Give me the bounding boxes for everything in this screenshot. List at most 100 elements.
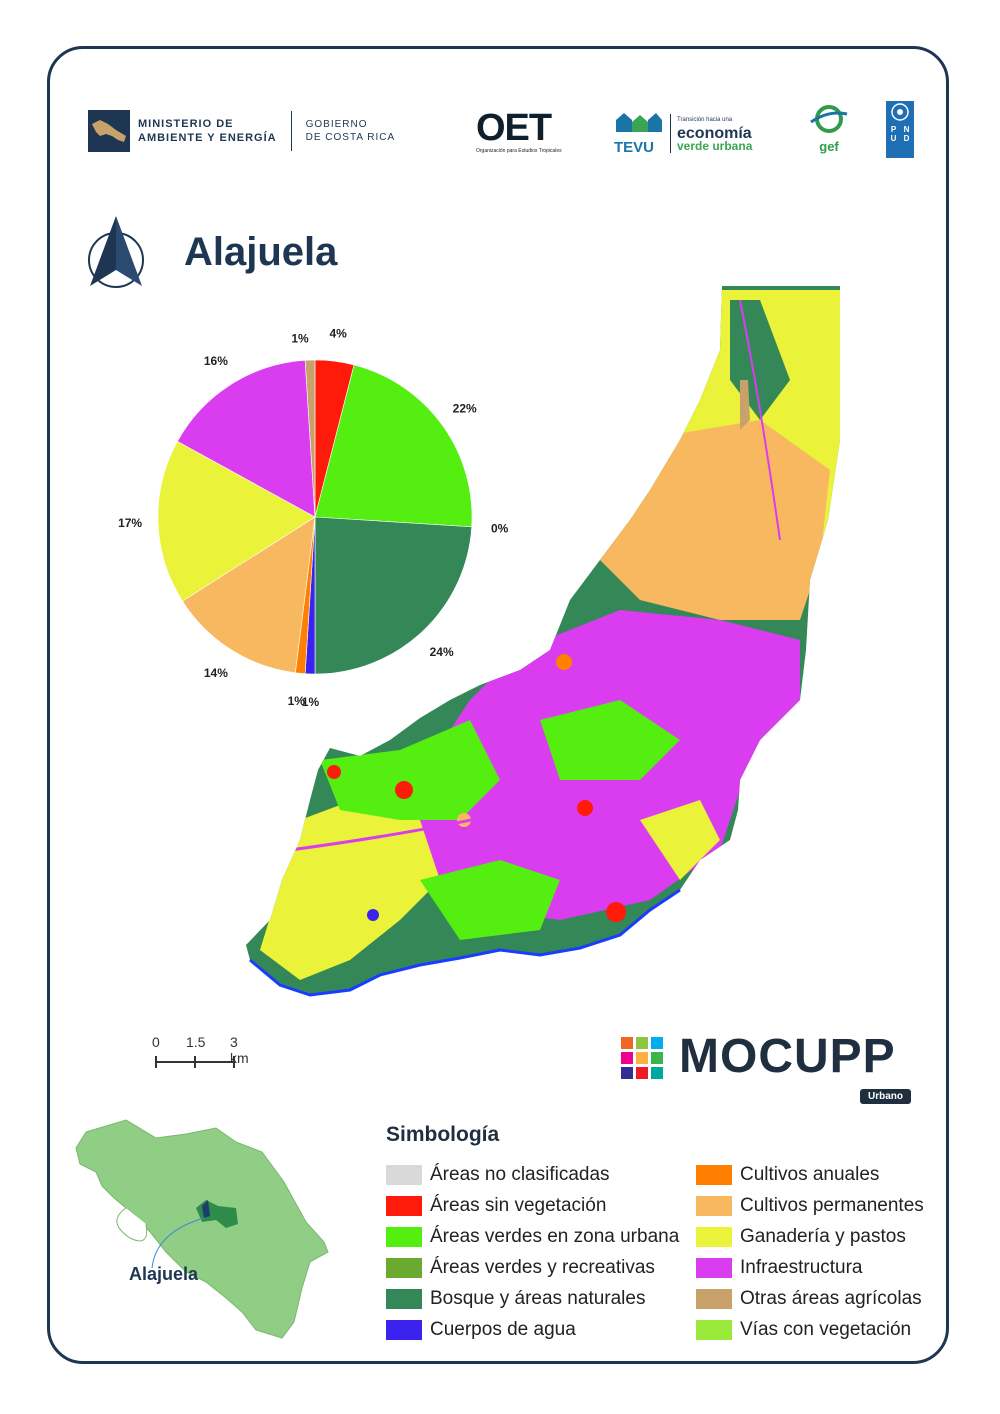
scale-mark <box>155 1056 157 1068</box>
legend-title: Simbología <box>386 1123 500 1146</box>
legend-item: Cuerpos de agua <box>386 1314 696 1345</box>
legend-item: Cultivos permanentes <box>696 1190 946 1221</box>
pie-data-label: 24% <box>430 645 454 659</box>
divider <box>290 111 292 151</box>
legend-label: Cultivos anuales <box>740 1163 880 1185</box>
legend-swatch <box>386 1226 422 1247</box>
tevu-mark: TEVU <box>614 110 664 156</box>
page-frame <box>47 46 949 1364</box>
pnud-letter: N <box>903 125 910 134</box>
legend-label: Vías con vegetación <box>740 1318 912 1340</box>
mae-line2: AMBIENTE Y ENERGÍA <box>138 132 277 144</box>
legend-label: Áreas verdes y recreativas <box>430 1256 655 1278</box>
pie-data-label: 16% <box>204 354 228 368</box>
pie-data-label: 4% <box>330 326 348 340</box>
legend-item: Otras áreas agrícolas <box>696 1283 946 1314</box>
pie-slice <box>177 359 316 518</box>
legend-label: Áreas no clasificadas <box>430 1163 610 1185</box>
mocupp-tile <box>636 1052 648 1064</box>
mocupp-tile <box>636 1067 648 1079</box>
legend-swatch <box>386 1195 422 1216</box>
pie-data-label: 1% <box>291 332 309 346</box>
legend-label: Áreas sin vegetación <box>430 1194 607 1216</box>
legend-swatch <box>696 1226 732 1247</box>
river-boundary <box>249 888 681 997</box>
mocupp-tile <box>636 1037 648 1049</box>
pie-data-label: 1% <box>302 695 320 709</box>
mocupp-name: MOCUPP <box>679 1030 896 1083</box>
pie-data-label: 0% <box>491 522 509 536</box>
page-title: Alajuela <box>184 229 338 274</box>
tevu-name: TEVU <box>614 139 655 156</box>
legend-label: Áreas verdes en zona urbana <box>430 1225 680 1247</box>
oet-subtitle: Organización para Estudios Tropicales <box>476 148 562 154</box>
gef-logo: gef <box>806 104 852 154</box>
scale-tick-1: 1.5 <box>186 1034 206 1050</box>
scale-mark <box>233 1056 235 1068</box>
pie-data-label: 1% <box>288 694 306 708</box>
north-arrow-icon <box>88 216 144 288</box>
legend-item: Cultivos anuales <box>696 1159 946 1190</box>
mocupp-badge: Urbano <box>860 1089 911 1104</box>
gef-name: gef <box>819 139 839 154</box>
legend-item: Vías con vegetación <box>696 1314 946 1345</box>
legend-label: Cuerpos de agua <box>430 1318 576 1340</box>
scale-tick-0: 0 <box>152 1034 160 1050</box>
tevu-small-text: Transición hacia una <box>677 116 733 123</box>
title-row: Alajuela <box>86 214 337 290</box>
pie-data-label: 17% <box>118 516 142 530</box>
legend-item: Áreas verdes en zona urbana <box>386 1221 696 1252</box>
legend-swatch <box>386 1164 422 1185</box>
alajuela-canton-highlight <box>202 1200 210 1218</box>
pie-data-label: 22% <box>453 401 477 415</box>
costa-rica-flag-icon <box>88 110 130 152</box>
oet-name: OET <box>476 107 552 149</box>
legend-item: Áreas verdes y recreativas <box>386 1252 696 1283</box>
map-land-cover <box>246 286 840 995</box>
legend-item: Áreas no clasificadas <box>386 1159 696 1190</box>
legend-item: Ganadería y pastos <box>696 1221 946 1252</box>
mocupp-tile <box>651 1052 663 1064</box>
inset-label: Alajuela <box>129 1264 199 1284</box>
mae-logo: MINISTERIO DE AMBIENTE Y ENERGÍA GOBIERN… <box>88 110 395 152</box>
gob-line1: GOBIERNO <box>305 119 368 130</box>
tevu-economia: economía <box>677 124 752 142</box>
mocupp-tile <box>651 1037 663 1049</box>
legend-swatch <box>696 1164 732 1185</box>
pie-data-label: 14% <box>204 666 228 680</box>
mocupp-tile <box>621 1052 633 1064</box>
legend-item: Bosque y áreas naturales <box>386 1283 696 1314</box>
costa-rica-land <box>75 1119 329 1339</box>
scale-mark <box>194 1056 196 1068</box>
legend-label: Cultivos permanentes <box>740 1194 924 1216</box>
legend-label: Ganadería y pastos <box>740 1225 906 1247</box>
pie-slice <box>157 440 316 602</box>
legend-label: Infraestructura <box>740 1256 863 1278</box>
pnud-letter: U <box>890 134 897 143</box>
pnud-letter: P <box>890 125 897 134</box>
legend-swatch <box>386 1257 422 1278</box>
legend-swatch <box>386 1288 422 1309</box>
legend-swatch <box>696 1288 732 1309</box>
mae-name: MINISTERIO DE AMBIENTE Y ENERGÍA <box>138 117 277 145</box>
legend-item: Áreas sin vegetación <box>386 1190 696 1221</box>
legend-column-right: Cultivos anuales Cultivos permanentes Gana… <box>696 1159 946 1345</box>
gobierno-name: GOBIERNO DE COSTA RICA <box>306 118 396 144</box>
pie-slice <box>182 516 316 674</box>
gob-line2: DE COSTA RICA <box>305 132 396 143</box>
pnud-letter: D <box>903 134 910 143</box>
leader-line <box>151 1217 205 1269</box>
tevu-tagline: Transición hacia una economía verde urba… <box>670 113 753 153</box>
oet-logo: OET Organización para Estudios Tropicale… <box>476 108 562 154</box>
legend-swatch <box>696 1319 732 1340</box>
legend-swatch <box>696 1195 732 1216</box>
tevu-verde-urbana: verde urbana <box>677 138 753 153</box>
scale-bar: 0 1.5 3 km <box>150 1034 250 1074</box>
mocupp-tile <box>651 1067 663 1079</box>
pie-slice <box>314 364 473 528</box>
gef-globe-icon <box>810 105 848 133</box>
costa-rica-inset-map <box>75 1119 329 1339</box>
